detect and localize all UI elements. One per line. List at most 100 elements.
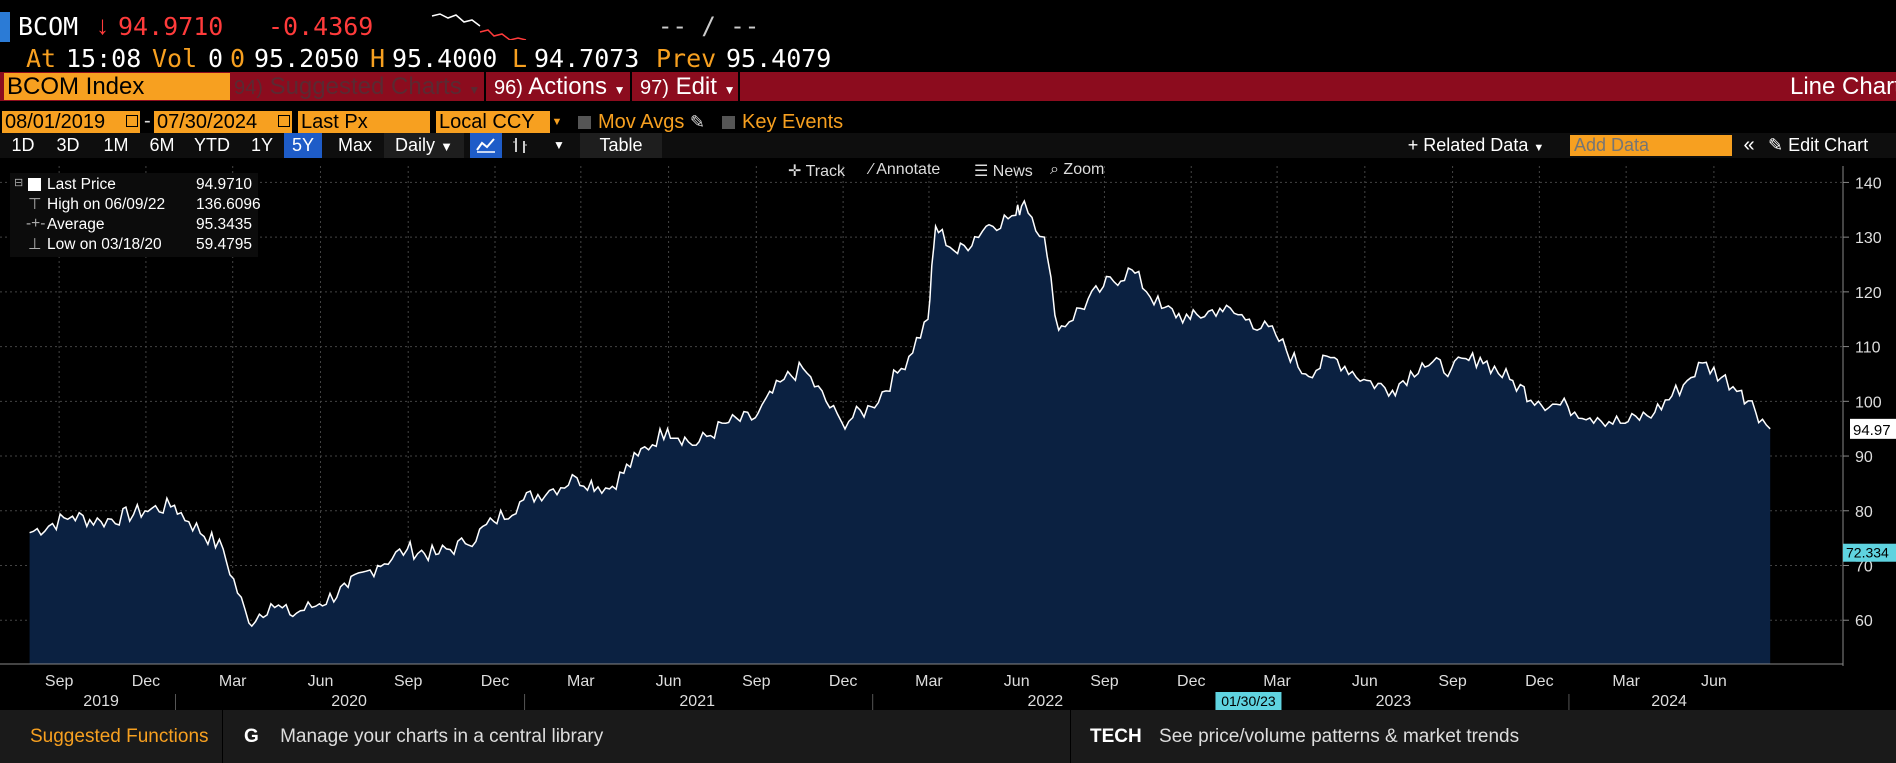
menu-bar: 94) Suggested Charts ▼ 96) Actions ▼ 97)… [0, 72, 1896, 101]
edit-chart-button[interactable]: ✎ Edit Chart [1768, 133, 1896, 158]
down-arrow-icon: ↓ [96, 10, 109, 40]
annotate-label: Annotate [876, 161, 941, 178]
zoom-tool[interactable]: ⌕ Zoom [1050, 161, 1104, 179]
pencil-icon[interactable]: ✎ [689, 112, 705, 132]
average-marker-icon: -+- [26, 215, 46, 232]
x-tick-label: Jun [308, 673, 334, 690]
y-tick-label: 110 [1855, 340, 1881, 357]
suggested-charts-label: Suggested Charts [269, 73, 462, 100]
start-date-field[interactable]: 08/01/2019 [2, 111, 140, 133]
add-data-input[interactable] [1570, 135, 1732, 156]
track-tool[interactable]: ✛ Track [788, 161, 845, 181]
year-label: 2020 [331, 693, 367, 710]
key-events-checkbox[interactable] [722, 116, 735, 129]
price-area-fill [29, 201, 1771, 664]
x-tick-label: Dec [1177, 673, 1205, 690]
y-tick-label: 60 [1855, 613, 1873, 630]
y-axis: 60 70 80 90 100 110 120 130 140 94.97 72.334 [1842, 166, 1896, 666]
legend-row-high: ⊤ High on 06/09/22 136.6096 [10, 195, 261, 215]
collapse-box-icon[interactable]: ⊟ [14, 177, 24, 189]
function-g-key: G [244, 726, 259, 747]
range-1y-button[interactable]: 1Y [250, 135, 274, 155]
y-tick-label: 70 [1855, 558, 1873, 575]
news-icon: ☰ [974, 163, 989, 180]
legend-label: Average [47, 216, 105, 233]
x-tick-label: Mar [1612, 673, 1640, 690]
function-tech-key: TECH [1090, 726, 1142, 747]
x-tick-label: Jun [1352, 673, 1378, 690]
line-chart-icon[interactable] [470, 133, 502, 158]
annotate-tool[interactable]: ⁄ Annotate [870, 161, 940, 179]
series-color-swatch [28, 178, 41, 191]
x-tick-label: Dec [1525, 673, 1553, 690]
track-label: Track [805, 163, 845, 180]
x-tick-label: Dec [481, 673, 509, 690]
range-max-button[interactable]: Max [337, 135, 372, 155]
prev-value: 95.4079 [726, 44, 832, 73]
price-chart[interactable]: 60 70 80 90 100 110 120 130 140 94.97 72.334 Sep De… [0, 158, 1896, 710]
bar-chart-icon[interactable] [504, 133, 536, 158]
security-input[interactable]: BCOM Index [4, 73, 230, 100]
function-tech-link[interactable]: TECH See price/volume patterns & market … [1090, 726, 1519, 748]
suggested-charts-menu[interactable]: 94) Suggested Charts ▼ [234, 72, 482, 101]
end-date-field[interactable]: 07/30/2024 [154, 111, 292, 133]
chevron-down-icon[interactable]: ▼ [553, 138, 565, 152]
x-tick-label: Mar [1263, 673, 1291, 690]
chart-type-label: Line Chart [1790, 73, 1896, 100]
pencil-icon: ⁄ [870, 161, 873, 178]
time-label: At [26, 44, 57, 73]
chevron-down-icon: ▼ [723, 83, 736, 97]
x-tick-label: Jun [656, 673, 682, 690]
legend-value: 136.6096 [196, 196, 261, 213]
mov-avgs-toggle[interactable]: Mov Avgs ✎ [578, 111, 705, 134]
x-tick-label: Jun [1004, 673, 1030, 690]
related-data-label: + Related Data [1407, 135, 1529, 155]
legend-row-average: -+- Average 95.3435 [10, 215, 258, 235]
range-1d-button[interactable]: 1D [11, 135, 35, 155]
function-tech-description: See price/volume patterns & market trend… [1159, 726, 1520, 747]
function-g-link[interactable]: G Manage your charts in a central librar… [244, 726, 603, 748]
quote-header: BCOM ↓ 94.9710 -0.4369 -- / -- [0, 0, 1896, 52]
actions-menu[interactable]: 96) Actions ▼ [494, 72, 628, 101]
sparkline-icon [431, 13, 527, 40]
news-label: News [992, 163, 1033, 180]
y-tick-label: 80 [1855, 504, 1873, 521]
open-value: 95.2050 [254, 44, 360, 73]
news-tool[interactable]: ☰ News [974, 161, 1033, 181]
table-button[interactable]: Table [580, 133, 662, 158]
x-tick-label: Mar [567, 673, 595, 690]
range-6m-button[interactable]: 6M [149, 135, 175, 155]
calendar-icon[interactable] [126, 115, 138, 127]
calendar-icon[interactable] [278, 115, 290, 127]
actions-number: 96) [494, 77, 523, 99]
x-tick-label: Sep [1438, 673, 1467, 690]
range-5y-button[interactable]: 5Y [284, 133, 322, 158]
price-field-select[interactable]: Last Px [298, 111, 430, 133]
edit-menu[interactable]: 97) Edit ▼ [640, 72, 736, 101]
actions-label: Actions [528, 73, 607, 100]
range-1m-button[interactable]: 1M [103, 135, 129, 155]
related-data-menu[interactable]: + Related Data ▼ [1396, 133, 1556, 158]
net-change: -0.4369 [268, 12, 374, 41]
x-tick-label: Mar [915, 673, 943, 690]
key-events-toggle[interactable]: Key Events [722, 111, 843, 134]
suggested-charts-number: 94) [234, 77, 263, 99]
frequency-select[interactable]: Daily ▼ [384, 133, 464, 158]
range-ytd-button[interactable]: YTD [194, 135, 230, 155]
collapse-icon[interactable]: « [1743, 134, 1755, 156]
legend-row-low: ⊥ Low on 03/18/20 59.4795 [10, 235, 258, 255]
footer-divider [222, 710, 223, 763]
low-value: 94.7073 [534, 44, 640, 73]
chevron-down-icon: ▼ [613, 83, 626, 97]
y-tick-label: 90 [1855, 449, 1873, 466]
volume-label: Vol [152, 44, 198, 73]
crosshair-icon: ✛ [788, 163, 802, 180]
mov-avgs-checkbox[interactable] [578, 116, 591, 129]
currency-select[interactable]: Local CCY ▼ [436, 111, 564, 133]
legend-value: 95.3435 [196, 216, 253, 233]
frequency-value: Daily [395, 135, 436, 155]
chart-toolbar: 1D 3D 1M 6M YTD 1Y 5Y Max Daily ▼ ▼ Tabl… [0, 133, 1896, 158]
menu-divider [738, 72, 740, 101]
range-3d-button[interactable]: 3D [56, 135, 80, 155]
low-label: L [512, 44, 528, 73]
